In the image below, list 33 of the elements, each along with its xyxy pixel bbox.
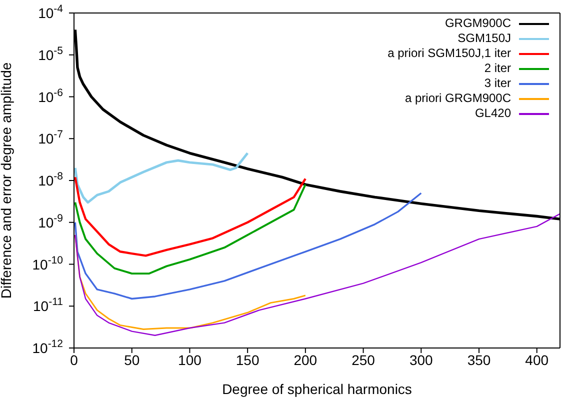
x-tick-label: 400 bbox=[525, 352, 549, 368]
line-series bbox=[74, 184, 306, 275]
y-tick-label: 10$^{-7}$ bbox=[38, 128, 64, 147]
line-series bbox=[74, 213, 560, 336]
x-tick-label: 150 bbox=[236, 352, 260, 368]
x-tick-label: 50 bbox=[124, 352, 140, 368]
x-axis-title: Degree of spherical harmonics bbox=[222, 381, 412, 397]
line-series bbox=[74, 152, 249, 204]
legend-label: GL420 bbox=[474, 106, 511, 121]
legend-label: 2 iter bbox=[484, 61, 511, 76]
line-series bbox=[74, 234, 306, 330]
y-tick-label: 10$^{-10}$ bbox=[32, 254, 64, 272]
y-tick-label: 10$^{-6}$ bbox=[38, 86, 64, 105]
legend-label: 3 iter bbox=[484, 76, 511, 91]
x-tick-label: 350 bbox=[467, 352, 491, 368]
y-tick-label: 10$^{-9}$ bbox=[38, 212, 64, 230]
x-tick-label: 300 bbox=[409, 352, 434, 368]
y-tick-label: 10$^{-5}$ bbox=[38, 44, 64, 63]
legend-label: a priori GRGM900C bbox=[404, 91, 511, 106]
x-tick-label: 100 bbox=[178, 352, 202, 368]
y-tick-label: 10$^{-12}$ bbox=[32, 338, 64, 356]
line-series bbox=[74, 192, 422, 300]
y-tick-label: 10$^{-11}$ bbox=[33, 296, 64, 314]
line-series bbox=[74, 176, 307, 257]
y-tick-label: 10$^{-8}$ bbox=[38, 170, 64, 188]
y-tick-label: 10$^{-4}$ bbox=[38, 3, 64, 21]
x-tick-label: 250 bbox=[352, 352, 376, 368]
legend-label: SGM150J bbox=[458, 31, 511, 46]
x-tick-label: 200 bbox=[294, 352, 318, 368]
legend-label: a priori SGM150J,1 iter bbox=[388, 46, 511, 61]
y-axis-title: Difference and error degree amplitude bbox=[0, 62, 14, 299]
x-tick-label: 0 bbox=[70, 352, 78, 368]
legend-label: GRGM900C bbox=[444, 16, 511, 31]
